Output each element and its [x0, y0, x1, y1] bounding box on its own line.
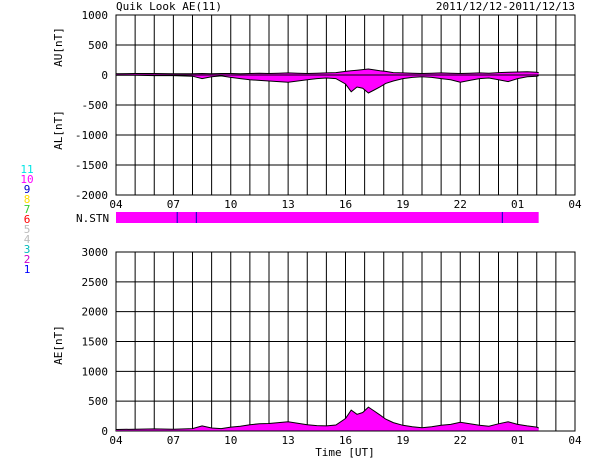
nstn-label: N.STN [76, 212, 109, 225]
y-tick-label: 500 [88, 39, 108, 52]
x-tick-label: 19 [396, 198, 409, 211]
x-tick-label: 16 [339, 198, 352, 211]
y-tick-label: -1000 [75, 129, 108, 142]
y-tick-label: 2000 [82, 306, 109, 319]
legend-station-4: 4 [24, 233, 31, 246]
series-line-ae [115, 406, 539, 430]
x-axis-label: Time [UT] [315, 446, 375, 459]
legend-station-6: 6 [24, 213, 31, 226]
x-tick-label: 13 [282, 434, 295, 447]
series-area-al [116, 75, 539, 93]
x-tick-label: 22 [454, 434, 467, 447]
legend-station-11: 11 [20, 163, 33, 176]
y-tick-label: 0 [101, 69, 108, 82]
x-tick-label: 01 [511, 198, 524, 211]
y-tick-label: 3000 [82, 246, 109, 259]
x-tick-label: 04 [109, 198, 123, 211]
x-tick-label: 01 [511, 434, 524, 447]
x-tick-label: 13 [282, 198, 295, 211]
y-axis-label-al: AL[nT] [52, 110, 65, 150]
y-tick-label: -1500 [75, 159, 108, 172]
chart-title: Quik Look AE(11) [116, 0, 222, 13]
series-area-ae [116, 407, 539, 431]
series-line-au [115, 68, 539, 75]
x-tick-label: 22 [454, 198, 467, 211]
y-axis-label-au: AU[nT] [52, 27, 65, 67]
y-tick-label: -2000 [75, 189, 108, 202]
legend-station-8: 8 [24, 193, 31, 206]
station-count-bar [116, 212, 539, 223]
series-line-al [116, 74, 539, 94]
x-tick-label: 04 [109, 434, 123, 447]
legend-station-3: 3 [24, 243, 31, 256]
x-tick-label: 16 [339, 434, 352, 447]
y-tick-label: 2500 [82, 276, 109, 289]
legend-station-2: 2 [24, 253, 31, 266]
date-range: 2011/12/12-2011/12/13 [436, 0, 575, 13]
x-tick-label: 07 [167, 198, 180, 211]
nstn-fill [116, 212, 539, 223]
legend-station-5: 5 [24, 223, 31, 236]
y-tick-label: 0 [101, 425, 108, 438]
y-tick-label: -500 [82, 99, 109, 112]
y-axis-label-ae: AE[nT] [52, 325, 65, 365]
y-tick-label: 1000 [82, 9, 109, 22]
legend-station-7: 7 [24, 203, 31, 216]
x-tick-label: 04 [568, 434, 582, 447]
y-tick-label: 500 [88, 395, 108, 408]
x-tick-label: 04 [568, 198, 582, 211]
legend-station-10: 10 [20, 173, 33, 186]
plot-frame [115, 14, 576, 196]
x-tick-label: 10 [224, 198, 237, 211]
x-tick-label: 07 [167, 434, 180, 447]
y-tick-label: 1500 [82, 336, 109, 349]
x-tick-label: 19 [396, 434, 409, 447]
x-tick-label: 10 [224, 434, 237, 447]
legend-station-9: 9 [24, 183, 31, 196]
legend-station-1: 1 [24, 263, 31, 276]
y-tick-label: 1000 [82, 365, 109, 378]
